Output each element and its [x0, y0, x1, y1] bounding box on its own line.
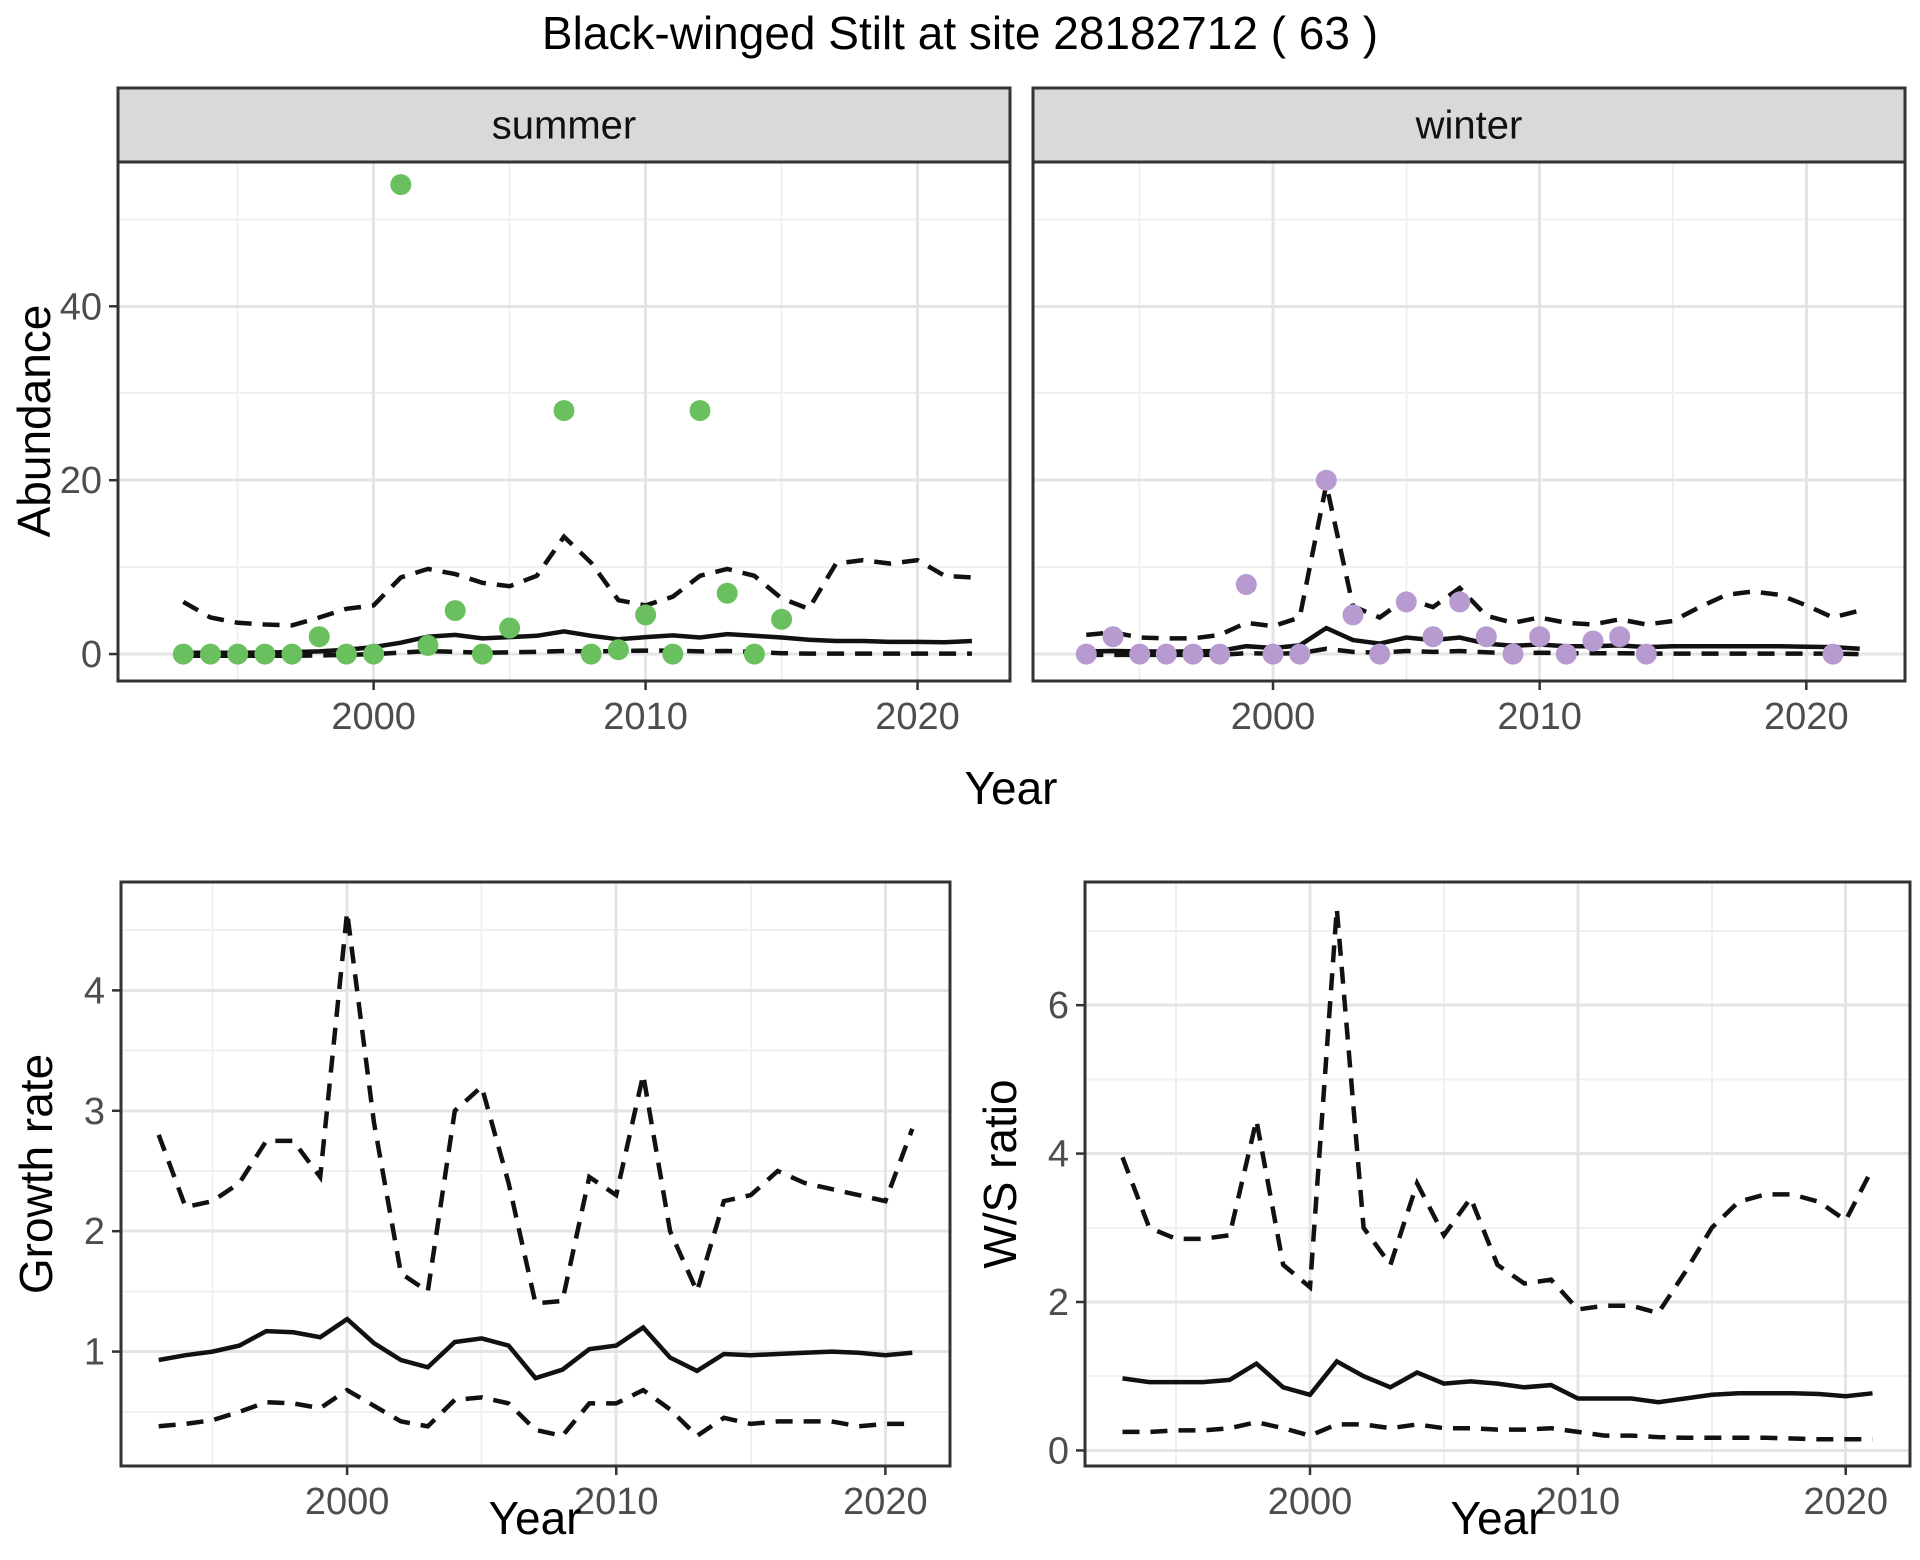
data-point — [771, 608, 793, 630]
x-tick-label: 2000 — [331, 696, 416, 738]
x-tick-label: 2020 — [875, 696, 960, 738]
data-point — [499, 617, 521, 639]
panel-border — [1083, 880, 1912, 1468]
panel-border — [119, 880, 952, 1468]
y-tick-label: 4 — [84, 970, 105, 1012]
x-tick-label: 2020 — [1764, 696, 1849, 738]
panel-abundance-summer: 2000 2010 2020 0 20 40 — [60, 86, 1012, 738]
y-tick-label: 0 — [1048, 1430, 1069, 1472]
data-point — [607, 639, 629, 661]
data-point — [716, 582, 738, 604]
data-point — [1129, 643, 1151, 665]
data-point — [281, 643, 303, 665]
y-tick-label: 3 — [84, 1091, 105, 1133]
data-point — [1342, 604, 1364, 626]
figure-title: Black-winged Stilt at site 28182712 ( 63… — [541, 7, 1379, 59]
data-point — [743, 643, 765, 665]
data-point — [227, 643, 249, 665]
data-point — [553, 400, 575, 422]
data-point — [1315, 469, 1337, 491]
x-tick-label: 2000 — [305, 1481, 390, 1523]
data-point — [471, 643, 493, 665]
data-point — [1422, 626, 1444, 648]
data-point — [1395, 591, 1417, 613]
x-tick-label: 2010 — [603, 696, 688, 738]
x-tick-label: 2020 — [1803, 1481, 1888, 1523]
y-tick-label: 0 — [81, 634, 102, 676]
data-point — [1609, 626, 1631, 648]
upper-ci-line — [156, 911, 915, 1306]
data-point — [308, 626, 330, 648]
y-tick-label: 1 — [84, 1332, 105, 1374]
x-axis-title-top: Year — [964, 762, 1058, 814]
y-tick-label: 6 — [1048, 985, 1069, 1027]
y-axis-title-abundance: Abundance — [8, 304, 60, 538]
mean-line — [183, 629, 973, 655]
data-point — [1235, 574, 1257, 595]
y-tick-label: 4 — [1048, 1134, 1069, 1176]
lower-ci-line — [158, 1387, 913, 1439]
data-point — [580, 643, 602, 665]
data-point — [444, 600, 466, 622]
lower-ci-line — [183, 648, 972, 659]
data-point — [689, 400, 711, 422]
mean-line — [158, 1316, 913, 1381]
data-point — [1262, 643, 1284, 665]
data-point — [1102, 626, 1124, 648]
x-tick-label: 2010 — [1536, 1481, 1621, 1523]
panel-growth-rate: 2000 2010 2020 1 2 3 4 — [84, 880, 952, 1523]
data-point — [1289, 643, 1311, 665]
upper-ci-line — [1086, 484, 1861, 641]
x-tick-label: 2010 — [1497, 696, 1582, 738]
y-tick-label: 20 — [60, 460, 102, 502]
x-tick-label: 2000 — [1268, 1481, 1353, 1523]
data-point — [635, 604, 657, 626]
data-point — [254, 643, 276, 665]
data-point — [1529, 626, 1551, 648]
facet-strip-label-summer: summer — [491, 103, 637, 148]
data-point — [200, 643, 221, 665]
data-point — [662, 643, 684, 665]
data-point — [1502, 643, 1524, 665]
data-point — [1635, 643, 1657, 665]
data-point — [417, 634, 439, 656]
x-axis-title-growth-rate: Year — [488, 1492, 582, 1544]
data-point — [1475, 626, 1497, 648]
lower-ci-line — [1122, 1419, 1873, 1442]
x-tick-label: 2010 — [574, 1481, 659, 1523]
data-point — [1209, 643, 1231, 665]
y-axis-title-growth-rate: Growth rate — [10, 1053, 62, 1295]
upper-ci-line — [1120, 908, 1875, 1316]
y-tick-label: 40 — [60, 286, 102, 328]
data-point — [335, 643, 357, 665]
data-point — [172, 643, 194, 665]
data-point — [1075, 643, 1097, 665]
y-tick-label: 2 — [84, 1211, 105, 1253]
data-point — [1155, 643, 1177, 665]
data-point — [1182, 643, 1204, 665]
panel-abundance-winter: 2000 2010 2020 — [1031, 86, 1907, 738]
x-axis-title-ws-ratio: Year — [1450, 1492, 1544, 1544]
y-axis-title-ws-ratio: W/S ratio — [974, 1079, 1026, 1269]
panel-ws-ratio: 2000 2010 2020 0 2 4 6 — [1048, 880, 1912, 1523]
mean-line — [1122, 1358, 1873, 1405]
data-point — [1582, 630, 1604, 652]
x-tick-label: 2000 — [1231, 696, 1316, 738]
data-point — [1822, 643, 1844, 665]
facet-strip — [116, 86, 1012, 164]
data-point — [363, 643, 385, 665]
y-tick-label: 2 — [1048, 1282, 1069, 1324]
facet-strip — [1031, 86, 1907, 164]
data-point — [1449, 591, 1471, 613]
data-point — [1555, 643, 1577, 665]
facet-strip-label-winter: winter — [1415, 103, 1523, 148]
x-tick-label: 2020 — [843, 1481, 928, 1523]
data-point — [1369, 643, 1391, 665]
data-point — [390, 174, 412, 196]
